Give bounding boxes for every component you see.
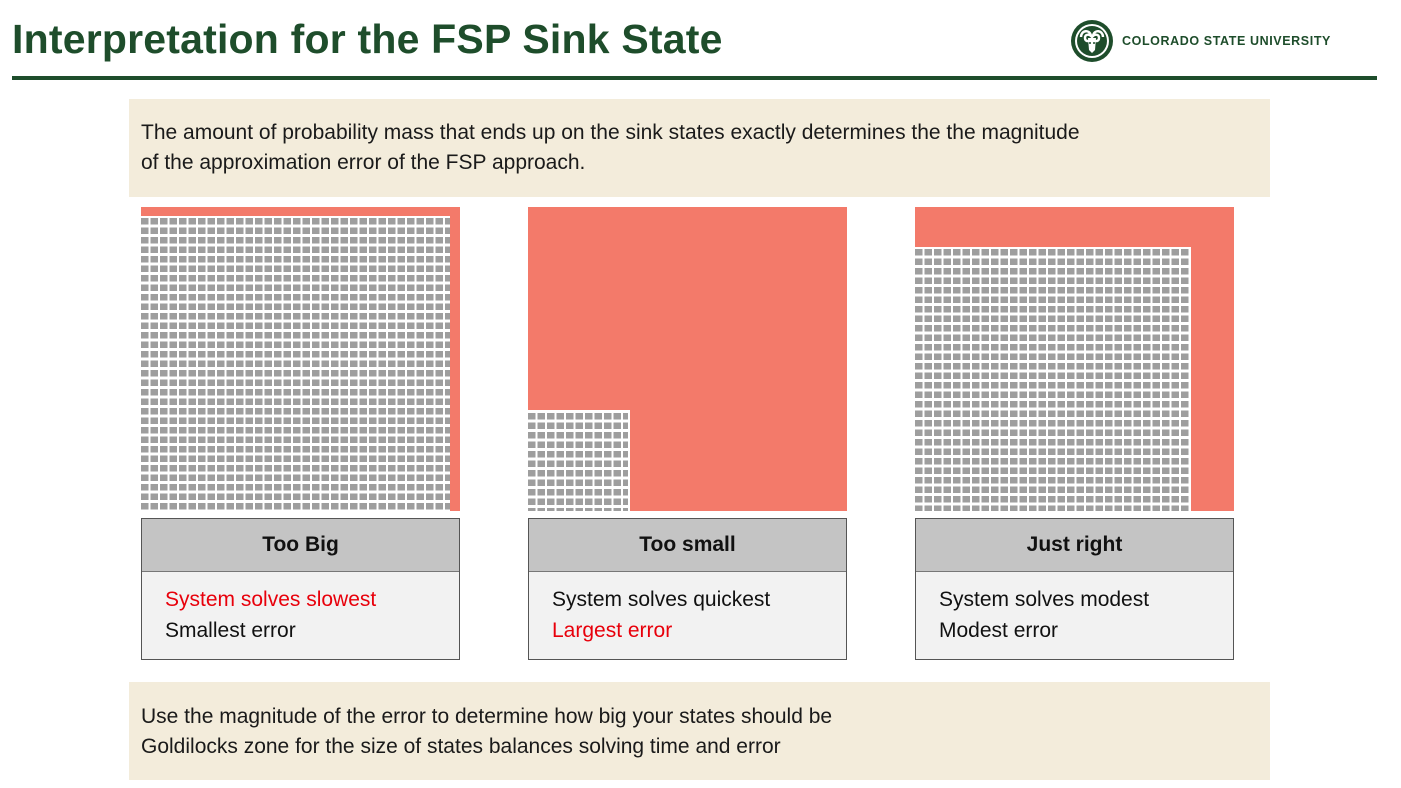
just-right-body: System solves modest Modest error <box>916 572 1233 646</box>
csu-ram-seal-logo-icon <box>1071 20 1113 62</box>
too-big-body: System solves slowest Smallest error <box>142 572 459 646</box>
title-rule <box>12 76 1377 80</box>
too-small-body: System solves quickest Largest error <box>529 572 846 646</box>
too-small-state-diagram <box>528 207 847 511</box>
just-right-card: Just right System solves modest Modest e… <box>915 518 1234 660</box>
too-big-heading: Too Big <box>142 519 459 572</box>
too-small-line-1: System solves quickest <box>552 588 771 611</box>
just-right-heading: Just right <box>916 519 1233 572</box>
just-right-line-1: System solves modest <box>939 588 1150 611</box>
too-big-line-2: Smallest error <box>165 619 296 642</box>
too-small-heading: Too small <box>529 519 846 572</box>
conclusion-callout: Use the magnitude of the error to determ… <box>129 682 1270 780</box>
state-grid <box>915 247 1189 511</box>
page-title: Interpretation for the FSP Sink State <box>12 16 723 62</box>
just-right-line-2: Modest error <box>939 619 1059 642</box>
logo-text: COLORADO STATE UNIVERSITY <box>1122 34 1331 48</box>
too-big-card: Too Big System solves slowest Smallest e… <box>141 518 460 660</box>
state-grid <box>141 216 450 511</box>
too-big-line-1: System solves slowest <box>165 588 377 611</box>
conclusion-line-2: Goldilocks zone for the size of states b… <box>141 735 781 758</box>
intro-line-1: The amount of probability mass that ends… <box>141 121 1080 144</box>
too-small-line-2: Largest error <box>552 619 673 642</box>
conclusion-line-1: Use the magnitude of the error to determ… <box>141 705 833 728</box>
csu-logo: COLORADO STATE UNIVERSITY <box>1070 19 1331 63</box>
too-big-state-diagram <box>141 207 460 511</box>
just-right-state-diagram <box>915 207 1234 511</box>
intro-callout: The amount of probability mass that ends… <box>129 99 1270 197</box>
too-small-card: Too small System solves quickest Largest… <box>528 518 847 660</box>
state-grid <box>528 410 628 511</box>
intro-line-2: of the approximation error of the FSP ap… <box>141 151 586 174</box>
